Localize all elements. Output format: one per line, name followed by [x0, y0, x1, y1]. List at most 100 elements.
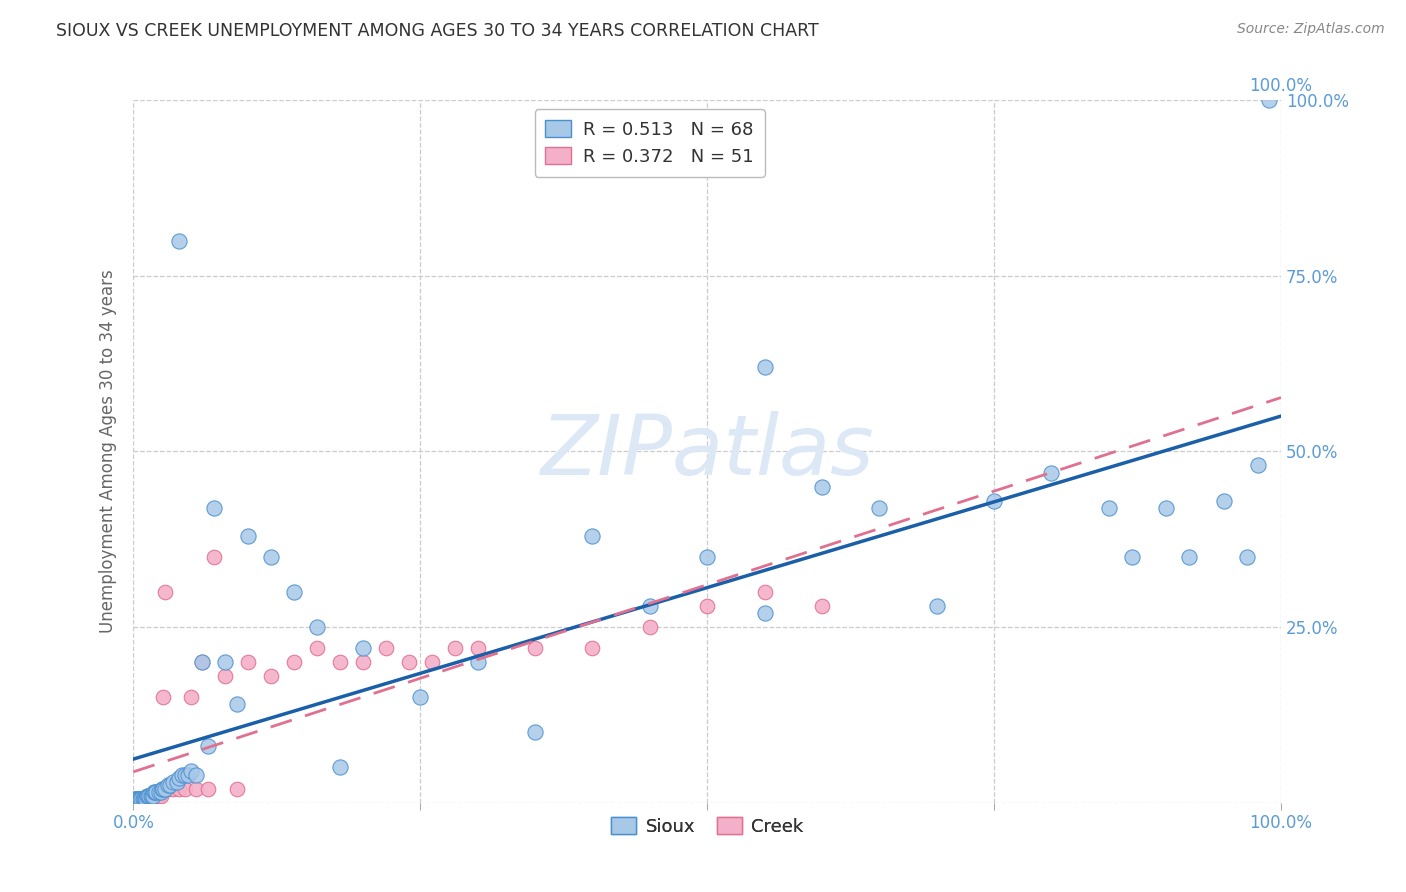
Point [143, 785, 166, 799]
Point [131, 792, 153, 806]
Point [581, 529, 603, 543]
Point [283, 585, 305, 599]
Point [167, 771, 190, 785]
Point [197, 739, 219, 754]
Point [174, 781, 197, 796]
Point [136, 792, 159, 806]
Point [141, 789, 163, 803]
Point [167, 781, 190, 796]
Point [131, 792, 153, 806]
Point [214, 669, 236, 683]
Point [305, 620, 328, 634]
Point [127, 792, 149, 806]
Point [260, 669, 283, 683]
Point [129, 792, 152, 806]
Point [145, 785, 167, 799]
Point [524, 641, 547, 656]
Point [260, 549, 283, 564]
Point [1121, 549, 1143, 564]
Point [128, 792, 150, 806]
Point [305, 641, 328, 656]
Point [125, 792, 148, 806]
Point [696, 549, 718, 564]
Point [1154, 500, 1177, 515]
Point [811, 479, 834, 493]
Point [754, 585, 776, 599]
Point [152, 690, 174, 705]
Point [170, 767, 193, 781]
Point [177, 767, 200, 781]
Point [524, 725, 547, 739]
Point [236, 655, 259, 669]
Point [129, 792, 152, 806]
Point [139, 792, 162, 806]
Point [136, 789, 159, 803]
Point [398, 655, 420, 669]
Point [148, 785, 170, 799]
Point [149, 789, 172, 803]
Point [754, 360, 776, 375]
Point [131, 792, 153, 806]
Point [191, 655, 214, 669]
Point [754, 606, 776, 620]
Point [638, 599, 661, 613]
Point [214, 655, 236, 669]
Point [124, 792, 146, 806]
Point [925, 599, 948, 613]
Point [581, 641, 603, 656]
Point [696, 599, 718, 613]
Point [125, 792, 148, 806]
Point [124, 792, 146, 806]
Text: Source: ZipAtlas.com: Source: ZipAtlas.com [1237, 22, 1385, 37]
Point [148, 789, 170, 803]
Point [135, 792, 157, 806]
Point [162, 774, 184, 789]
Point [352, 641, 374, 656]
Point [142, 789, 165, 803]
Point [152, 781, 174, 796]
Point [145, 789, 167, 803]
Point [132, 792, 155, 806]
Point [124, 792, 146, 806]
Point [150, 781, 173, 796]
Point [236, 529, 259, 543]
Point [202, 500, 225, 515]
Point [186, 781, 208, 796]
Point [868, 500, 890, 515]
Point [202, 549, 225, 564]
Point [191, 655, 214, 669]
Point [180, 690, 202, 705]
Point [1258, 93, 1281, 107]
Point [128, 792, 150, 806]
Point [166, 774, 188, 789]
Point [155, 781, 177, 796]
Point [180, 764, 202, 778]
Point [443, 641, 465, 656]
Point [138, 789, 160, 803]
Point [225, 781, 247, 796]
Point [155, 585, 177, 599]
Point [1098, 500, 1121, 515]
Point [134, 792, 156, 806]
Point [142, 789, 165, 803]
Point [638, 620, 661, 634]
Point [134, 792, 156, 806]
Point [186, 767, 208, 781]
Point [156, 781, 179, 796]
Point [409, 690, 432, 705]
Point [135, 792, 157, 806]
Point [136, 792, 159, 806]
Point [149, 785, 172, 799]
Point [139, 789, 162, 803]
Point [162, 781, 184, 796]
Point [467, 655, 489, 669]
Point [131, 792, 153, 806]
Point [374, 641, 396, 656]
Point [124, 792, 146, 806]
Point [1236, 549, 1258, 564]
Point [811, 599, 834, 613]
Point [1040, 466, 1063, 480]
Text: SIOUX VS CREEK UNEMPLOYMENT AMONG AGES 30 TO 34 YEARS CORRELATION CHART: SIOUX VS CREEK UNEMPLOYMENT AMONG AGES 3… [56, 22, 818, 40]
Point [983, 493, 1005, 508]
Point [1212, 493, 1234, 508]
